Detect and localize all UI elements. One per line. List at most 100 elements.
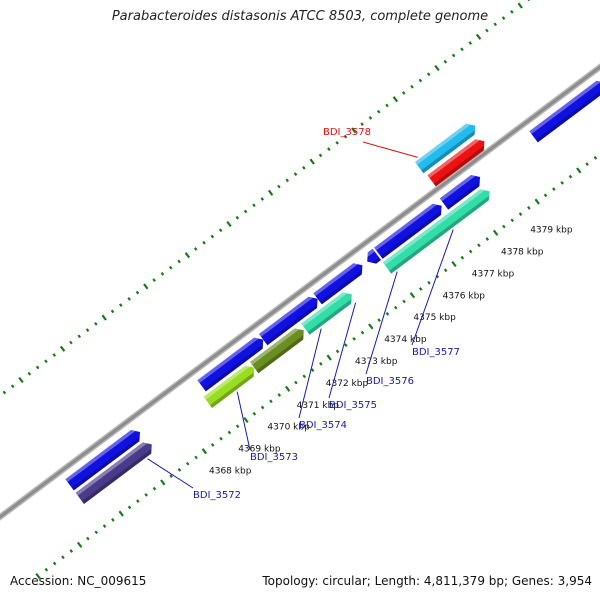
tick-mark [152, 486, 157, 491]
tick-mark [269, 399, 273, 404]
gene-cds-4368[interactable] [65, 430, 140, 491]
tick-mark [343, 134, 348, 139]
tick-mark [10, 384, 15, 389]
tick-mark [69, 549, 74, 553]
gene-cds-4378-shade [535, 91, 600, 143]
tick-mark [135, 290, 140, 295]
tick-mark [160, 272, 165, 276]
genome-summary: Topology: circular; Length: 4,811,379 bp… [262, 574, 592, 588]
tick-label: 4371 kbp [297, 401, 340, 411]
gene-cds-4373[interactable] [313, 263, 363, 305]
tick-mark [368, 323, 374, 330]
tick-mark [235, 215, 240, 220]
gene-cds-4375[interactable] [439, 175, 480, 210]
gene-label[interactable]: BDI_3577 [412, 347, 460, 358]
gene-label[interactable]: BDI_3575 [329, 400, 377, 411]
gene-cds-4374b[interactable] [374, 203, 442, 259]
tick-label: 4376 kbp [443, 291, 486, 301]
backbone-core [0, 65, 600, 519]
gene-cds-4373-shade [319, 269, 363, 305]
map-title: Parabacteroides distasonis ATCC 8503, co… [111, 9, 489, 24]
tick-mark [517, 2, 523, 9]
tick-mark [385, 312, 390, 316]
tick-mark [310, 368, 315, 372]
tick-mark [86, 536, 90, 541]
tick-label: 4374 kbp [384, 335, 427, 345]
tick-mark [368, 116, 373, 120]
gene-bdi-3578-highlight-shade [433, 145, 485, 187]
gene-cds-4372-highlight [259, 296, 314, 337]
tick-mark [243, 209, 248, 214]
gene-bdi-3572-highlight [75, 442, 148, 496]
tick-mark [252, 411, 257, 416]
gene-features [65, 80, 600, 504]
tick-mark [44, 359, 48, 364]
gene-label-leader [147, 458, 194, 489]
tick-mark [451, 53, 456, 58]
tick-mark [360, 122, 364, 127]
gene-cds-4370b[interactable] [197, 337, 264, 392]
gene-label-texts: BDI_3572 BDI_3573 BDI_3574 BDI_3575 BDI_3576… [193, 127, 460, 501]
tick-mark [302, 374, 307, 379]
gene-cds-4374b-body [374, 203, 442, 259]
gene-bdi-3573b[interactable] [250, 328, 304, 374]
tick-mark [59, 345, 66, 352]
tick-mark [169, 474, 173, 479]
tick-mark [385, 103, 389, 108]
tick-mark [309, 158, 315, 165]
tick-mark [227, 430, 232, 435]
tick-mark [127, 297, 131, 301]
tick-mark [210, 443, 215, 447]
tick-mark [185, 461, 190, 466]
genome-backbone [0, 63, 600, 521]
gene-bdi-3578-reverse-highlight [415, 123, 471, 165]
tick-mark [335, 141, 339, 145]
tick-mark [210, 234, 215, 239]
tick-mark [110, 309, 115, 314]
gene-cds-4378[interactable] [529, 80, 600, 143]
gene-label[interactable]: BDI_3578 [323, 127, 371, 138]
tick-mark [527, 205, 531, 210]
tick-mark [177, 468, 182, 472]
gene-cds-4374a[interactable] [367, 248, 381, 264]
tick-mark [560, 181, 564, 185]
tick-mark [410, 84, 414, 89]
gene-bdi-3573a[interactable] [203, 365, 255, 408]
gene-bdi-3578-reverse[interactable] [415, 123, 476, 174]
gene-bdi-3574-highlight [301, 292, 348, 327]
tick-mark [475, 33, 482, 40]
gene-bdi-3578-highlight-body [427, 139, 485, 187]
gene-cds-4378-highlight [529, 80, 600, 134]
gene-cds-4374b-shade [380, 210, 442, 259]
tick-mark [485, 28, 489, 33]
gene-cds-4372[interactable] [259, 296, 318, 346]
tick-mark [468, 249, 473, 254]
gene-label[interactable]: BDI_3576 [366, 376, 414, 387]
tick-mark [502, 224, 506, 229]
gene-label[interactable]: BDI_3572 [193, 490, 241, 501]
tick-mark [252, 203, 256, 208]
gene-label[interactable]: BDI_3574 [299, 420, 347, 431]
tick-mark [35, 572, 41, 580]
gene-bdi-3572[interactable] [75, 442, 152, 504]
gene-bdi-3578-highlight[interactable] [427, 139, 485, 187]
tick-mark [401, 91, 406, 95]
gene-label[interactable]: BDI_3573 [250, 452, 298, 463]
tick-mark [527, 0, 531, 2]
gene-bdi-3576-highlight [382, 189, 485, 266]
tick-mark [260, 197, 265, 201]
tick-mark [2, 390, 7, 395]
tick-mark [143, 283, 149, 290]
gene-bdi-3576[interactable] [382, 189, 490, 274]
tick-mark [510, 218, 515, 223]
gene-bdi-3574[interactable] [301, 292, 352, 335]
tick-mark [284, 385, 291, 392]
tick-mark [319, 361, 323, 366]
gene-label-leader [298, 328, 322, 419]
tick-mark [326, 354, 332, 361]
tick-mark [219, 436, 223, 441]
tick-mark [52, 561, 57, 566]
gene-cds-4374a-body [367, 248, 381, 264]
tick-mark [267, 189, 274, 196]
